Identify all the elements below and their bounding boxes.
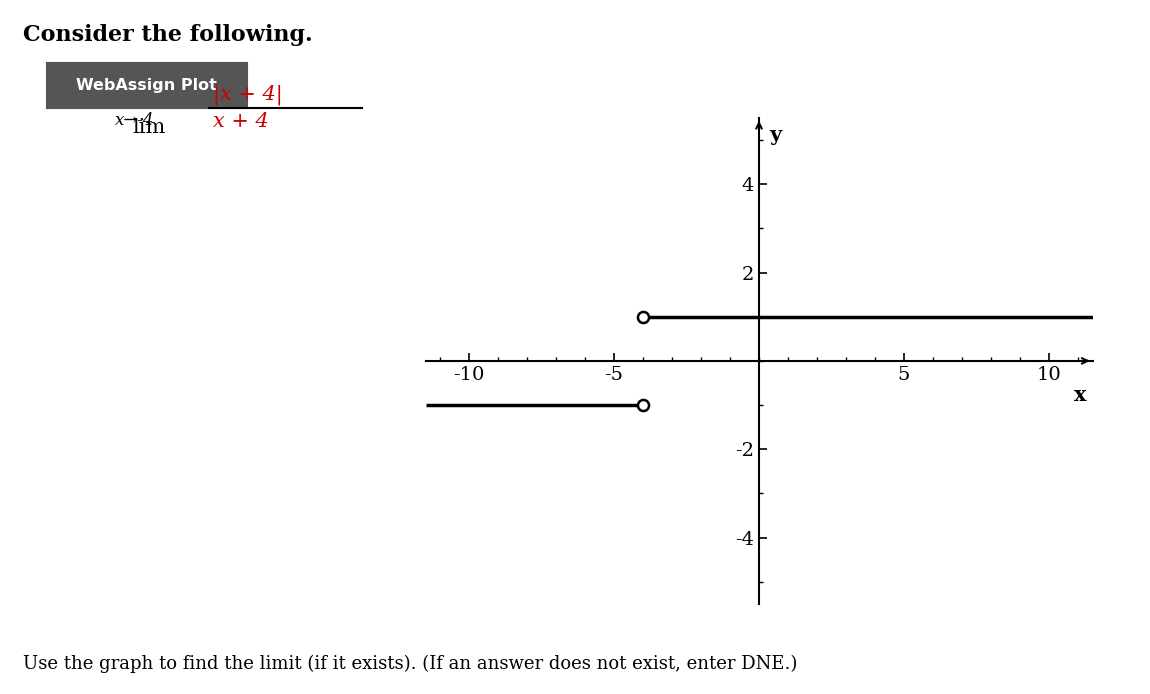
Text: lim: lim [132,118,166,137]
Text: x + 4: x + 4 [213,112,268,131]
Text: Use the graph to find the limit (if it exists). (If an answer does not exist, en: Use the graph to find the limit (if it e… [23,655,797,673]
Text: WebAssign Plot: WebAssign Plot [76,78,217,92]
Text: x→-4: x→-4 [115,112,154,129]
Text: Consider the following.: Consider the following. [23,24,313,46]
Text: |x + 4|: |x + 4| [213,85,283,105]
Text: y: y [769,125,781,144]
Text: x: x [1074,385,1087,405]
